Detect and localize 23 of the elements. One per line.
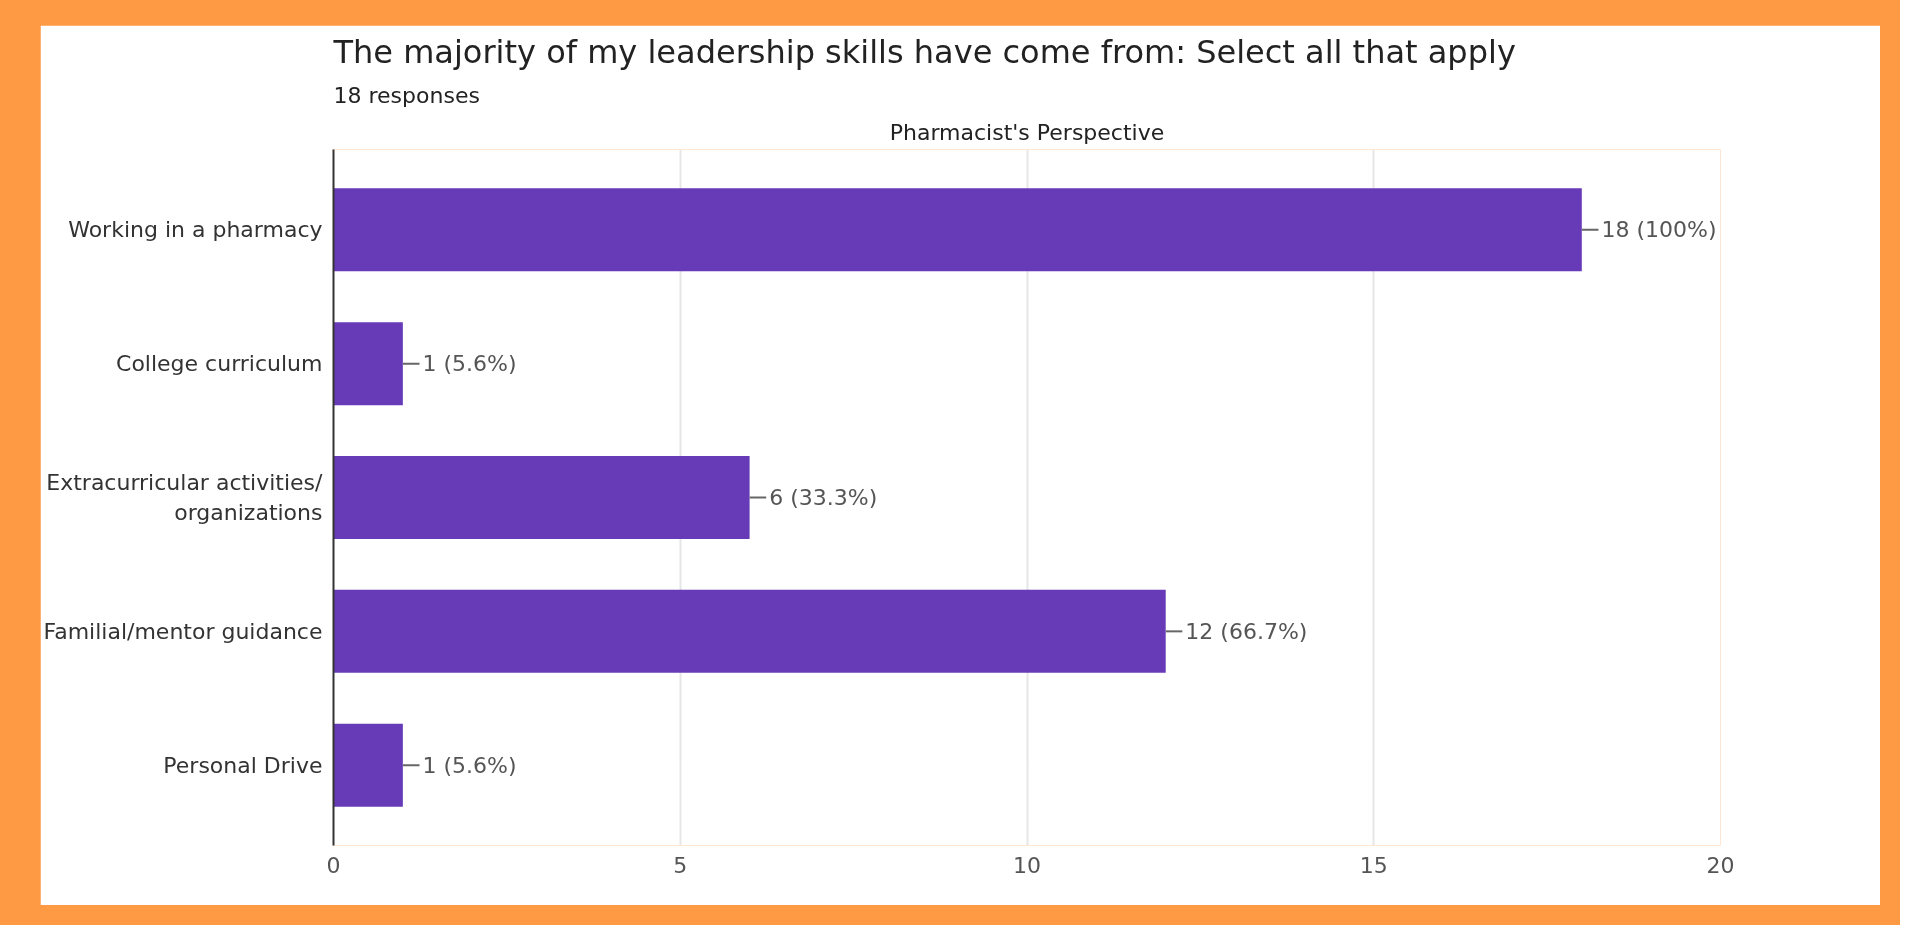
y-tick-label: Personal Drive	[163, 752, 323, 778]
y-tick-label: Extracurricular activities/ organizations	[46, 470, 324, 525]
x-tick-label: 10	[1013, 852, 1041, 878]
data-label: 6 (33.3%)	[769, 485, 878, 510]
data-label: 12 (66.7%)	[1185, 618, 1308, 644]
chart-title: The majority of my leadership skills have come from: Select all that apply	[332, 32, 1516, 71]
data-label: 1 (5.6%)	[422, 351, 517, 377]
x-tick-label: 15	[1359, 852, 1388, 878]
data-label: 1 (5.6%)	[422, 752, 517, 778]
data-label: 18 (100%)	[1601, 217, 1717, 243]
bar	[333, 322, 403, 406]
text: 18 responses	[333, 82, 480, 108]
y-tick-label: College curriculum	[116, 351, 323, 377]
x-tick-label: 0	[326, 852, 341, 878]
bar	[333, 456, 750, 539]
bar	[333, 589, 1166, 673]
x-tick-label: 5	[673, 852, 688, 878]
bar	[333, 723, 403, 807]
y-tick-label: Familial/mentor guidance	[43, 618, 323, 644]
bar	[333, 188, 1582, 272]
x-tick-label: 20	[1706, 852, 1735, 878]
y-tick-label: Working in a pharmacy	[68, 217, 323, 243]
chart-subtitle: Pharmacist's Perspective	[889, 119, 1165, 145]
